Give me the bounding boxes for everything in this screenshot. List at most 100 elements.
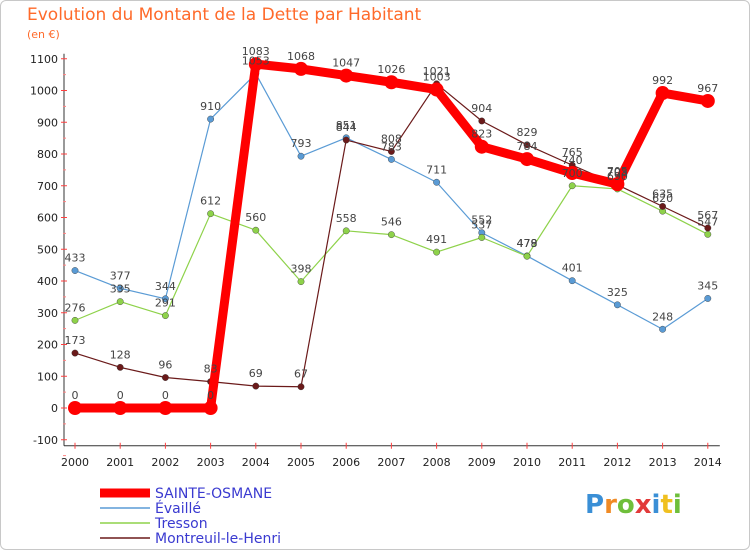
data-point (433, 248, 440, 256)
x-tick-label: 2007 (377, 456, 405, 469)
legend-label: Évaillé (155, 500, 201, 517)
data-label: 765 (562, 146, 583, 159)
data-label: 537 (471, 219, 492, 232)
logo-letter: P (585, 490, 605, 520)
data-point (387, 231, 395, 239)
data-label: 67 (294, 368, 308, 381)
data-label: 547 (697, 215, 718, 228)
data-label: 478 (517, 237, 538, 250)
data-label: 1068 (287, 50, 315, 63)
data-label: 345 (697, 279, 718, 292)
data-point (704, 295, 712, 302)
y-tick-label: 300 (37, 307, 58, 320)
data-label: 967 (697, 82, 718, 95)
data-label: 546 (381, 216, 402, 229)
y-tick-label: 100 (37, 370, 58, 383)
x-tick-label: 2004 (242, 456, 270, 469)
data-label: 567 (697, 209, 718, 222)
data-point (568, 277, 576, 285)
data-label: 0 (162, 389, 169, 402)
y-tick-label: 400 (37, 275, 58, 288)
data-label: 808 (381, 132, 402, 145)
y-tick-label: 700 (37, 180, 58, 193)
data-label: 784 (517, 140, 538, 153)
data-label: 844 (336, 121, 357, 134)
legend-label: Montreuil-le-Henri (155, 531, 281, 547)
data-label: 173 (65, 334, 86, 347)
y-tick-label: 500 (37, 243, 58, 256)
data-label: 1003 (423, 71, 451, 84)
x-tick-label: 2000 (61, 456, 89, 469)
data-point (207, 210, 215, 218)
data-point (68, 401, 82, 415)
data-point (339, 68, 354, 83)
data-point (659, 325, 666, 333)
data-point (297, 152, 305, 160)
data-point (161, 312, 169, 320)
data-label: 401 (562, 262, 583, 275)
legend-label: SAINTE-OSMANE (155, 486, 272, 502)
data-point (297, 383, 305, 391)
data-label: 0 (207, 389, 214, 402)
data-label: 0 (117, 389, 124, 402)
data-label: 560 (245, 211, 266, 224)
data-point (704, 230, 712, 238)
logo-letter: x (634, 490, 652, 520)
data-point (116, 298, 124, 306)
logo-letter: o (616, 490, 635, 520)
data-label: 612 (200, 195, 221, 208)
data-label: 793 (291, 137, 312, 150)
data-label: 1021 (423, 65, 451, 78)
data-label: 1047 (332, 57, 360, 70)
data-label: 910 (200, 100, 221, 113)
logo-letter: t (660, 490, 673, 520)
data-label: 851 (336, 119, 357, 132)
x-tick-label: 2003 (197, 456, 225, 469)
data-point (655, 86, 670, 101)
data-label: 248 (652, 310, 673, 323)
data-point (433, 178, 440, 186)
data-label: 829 (517, 126, 538, 139)
data-label: 703 (607, 166, 628, 179)
data-point (116, 284, 124, 292)
data-label: 620 (652, 192, 673, 205)
x-tick-label: 2006 (332, 456, 360, 469)
data-label: 705 (607, 165, 628, 178)
y-tick-label: 600 (37, 212, 58, 225)
data-point (71, 267, 79, 274)
data-label: 479 (517, 237, 538, 250)
data-label: 291 (155, 297, 176, 310)
data-point (294, 61, 308, 76)
data-point (659, 202, 666, 210)
x-tick-label: 2002 (151, 456, 179, 469)
y-tick-label: 800 (37, 148, 58, 161)
data-point (568, 182, 576, 190)
unit-label: (en €) (27, 28, 60, 41)
logo-letter: i (651, 490, 661, 520)
data-point (704, 224, 712, 232)
data-label: 635 (652, 187, 673, 200)
data-point (384, 75, 399, 90)
data-point (342, 227, 350, 235)
data-point (116, 363, 124, 371)
data-point (71, 349, 79, 357)
data-label: 783 (381, 140, 402, 153)
data-point (474, 139, 489, 154)
data-point (478, 117, 486, 125)
data-label: 398 (291, 263, 312, 276)
x-tick-label: 2013 (649, 456, 677, 469)
data-label: 558 (336, 212, 357, 225)
data-label: 711 (426, 163, 447, 176)
data-point (429, 82, 444, 97)
data-point (203, 401, 218, 415)
data-point (387, 155, 395, 163)
data-label: 128 (110, 348, 131, 361)
x-tick-label: 2005 (287, 456, 315, 469)
x-tick-label: 2014 (694, 456, 722, 469)
data-point (520, 152, 534, 167)
data-label: 0 (72, 389, 79, 402)
data-point (478, 234, 486, 241)
data-label: 823 (471, 128, 492, 141)
x-tick-label: 2008 (423, 456, 451, 469)
